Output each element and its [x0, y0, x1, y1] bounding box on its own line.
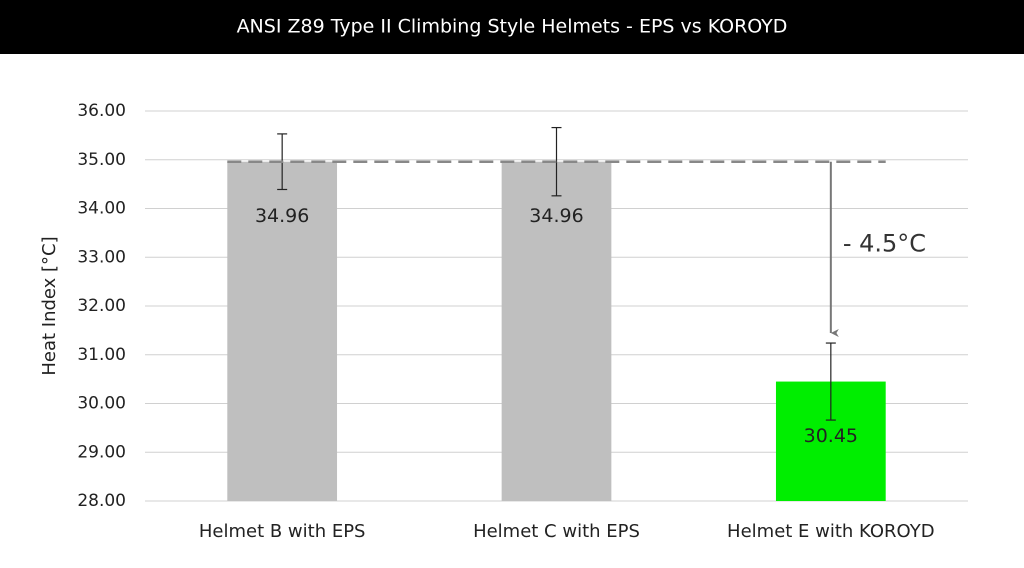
- y-tick-label: 34.00: [77, 199, 126, 219]
- annotation: - 4.5°C: [843, 229, 926, 257]
- y-tick-label: 32.00: [77, 296, 126, 316]
- value-label: 30.45: [804, 425, 858, 447]
- bar: [501, 161, 612, 501]
- value-label: 34.96: [529, 205, 583, 227]
- y-tick-label: 31.00: [77, 345, 126, 365]
- y-tick-label: 28.00: [77, 491, 126, 511]
- y-tick-label: 33.00: [77, 247, 126, 267]
- y-tick-label: 30.00: [77, 394, 126, 414]
- title-bar: [0, 0, 1024, 54]
- value-label: 34.96: [255, 205, 309, 227]
- x-tick-label: Helmet C with EPS: [473, 521, 640, 542]
- bar: [227, 161, 338, 501]
- x-tick-label: Helmet E with KOROYD: [727, 521, 935, 542]
- y-axis-title: Heat Index [°C]: [39, 236, 60, 375]
- y-tick-label: 36.00: [77, 101, 126, 121]
- y-tick-label: 35.00: [77, 150, 126, 170]
- y-tick-label: 29.00: [77, 442, 126, 462]
- x-tick-label: Helmet B with EPS: [199, 521, 366, 542]
- chart-title: ANSI Z89 Type II Climbing Style Helmets …: [237, 16, 788, 38]
